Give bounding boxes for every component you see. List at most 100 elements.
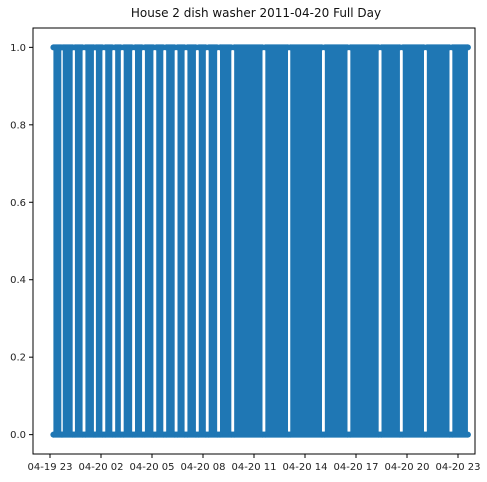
series-point: [231, 44, 238, 51]
series-switching-block: [381, 47, 400, 435]
series-point: [347, 44, 354, 51]
y-tick-label: 0.2: [10, 353, 26, 364]
series-point: [205, 44, 212, 51]
series-point: [92, 431, 99, 438]
series-point: [153, 44, 160, 51]
series-point: [163, 431, 170, 438]
series-point: [112, 431, 119, 438]
series-switching-block: [62, 47, 73, 435]
series-switching-block: [220, 47, 232, 435]
series-point: [71, 44, 78, 51]
x-tick-label: 04-20 20: [385, 462, 430, 473]
series-point: [423, 44, 430, 51]
x-tick-label: 04-20 02: [79, 462, 124, 473]
series-point: [132, 44, 138, 51]
series-switching-block: [208, 47, 218, 435]
series-switching-block: [53, 47, 62, 435]
series-point: [423, 431, 430, 438]
series-point: [132, 431, 138, 438]
series-point: [347, 431, 354, 438]
series-point: [82, 44, 89, 51]
series-point: [287, 44, 294, 51]
series-point: [153, 431, 160, 438]
series-point: [59, 431, 66, 438]
x-tick-label: 04-20 23: [436, 462, 481, 473]
series-switching-block: [115, 47, 121, 435]
series-switching-block: [74, 47, 83, 435]
series-point: [217, 44, 223, 51]
series-switching-block: [402, 47, 424, 435]
series-point: [102, 431, 109, 438]
series-switching-block: [95, 47, 103, 435]
y-tick-label: 1.0: [10, 43, 26, 54]
series-point: [321, 44, 328, 51]
series-point: [184, 431, 191, 438]
x-tick-label: 04-20 08: [181, 462, 226, 473]
series-switching-block: [85, 47, 94, 435]
series-point: [205, 431, 212, 438]
x-tick-label: 04-19 23: [28, 462, 73, 473]
series-point: [195, 431, 202, 438]
series-point: [112, 44, 119, 51]
series-point: [449, 44, 456, 51]
series-point: [102, 44, 109, 51]
series-switching-block: [177, 47, 185, 435]
series-switching-block: [426, 47, 450, 435]
series-switching-block: [198, 47, 206, 435]
x-axis: 04-19 23 04-20 02 04-20 05 04-20 08 04-20 11…: [28, 454, 481, 473]
series-switching-block: [144, 47, 154, 435]
series-point: [59, 44, 66, 51]
series-point: [378, 44, 385, 51]
series-point: [231, 431, 238, 438]
series-point: [71, 431, 78, 438]
series-point: [217, 431, 223, 438]
series-point: [120, 44, 127, 51]
series-point: [399, 431, 406, 438]
y-axis: 0.0 0.2 0.4 0.6 0.8 1.0: [10, 43, 33, 441]
y-tick-label: 0.4: [10, 275, 26, 286]
series-switching-block: [265, 47, 288, 435]
series-point: [174, 431, 181, 438]
series-point: [378, 431, 385, 438]
series-switching-block: [452, 47, 468, 435]
series-switching-block: [156, 47, 164, 435]
y-tick-label: 0.6: [10, 198, 26, 209]
series-point: [163, 44, 170, 51]
series-switching-block: [324, 47, 348, 435]
x-tick-label: 04-20 05: [130, 462, 175, 473]
series-point: [174, 44, 181, 51]
series-point: [449, 431, 456, 438]
x-tick-label: 04-20 17: [334, 462, 379, 473]
series-point: [50, 431, 57, 438]
series-point: [184, 44, 191, 51]
series-switching-block: [187, 47, 196, 435]
series-switching-block: [135, 47, 143, 435]
series-point: [399, 44, 406, 51]
series-point: [262, 431, 269, 438]
series-switching-block: [166, 47, 175, 435]
x-tick-label: 04-20 11: [232, 462, 277, 473]
series-switching-block: [234, 47, 263, 435]
series-point: [120, 431, 127, 438]
series-point: [464, 44, 471, 51]
series-point: [141, 44, 148, 51]
y-tick-label: 0.0: [10, 430, 26, 441]
chart-title: House 2 dish washer 2011-04-20 Full Day: [131, 6, 381, 20]
series-switching-block: [350, 47, 379, 435]
series-point: [92, 44, 99, 51]
series-point: [82, 431, 89, 438]
y-tick-label: 0.8: [10, 120, 26, 131]
x-tick-label: 04-20 14: [283, 462, 328, 473]
series-point: [287, 431, 294, 438]
series-point: [321, 431, 328, 438]
series-point: [50, 44, 57, 51]
series-point: [195, 44, 202, 51]
series-point: [141, 431, 148, 438]
plot-frame: [32, 27, 476, 455]
series-switching-block: [105, 47, 113, 435]
series-point: [262, 44, 269, 51]
series-switching-block: [290, 47, 322, 435]
plot-area: [50, 44, 471, 438]
series-point: [464, 431, 471, 438]
